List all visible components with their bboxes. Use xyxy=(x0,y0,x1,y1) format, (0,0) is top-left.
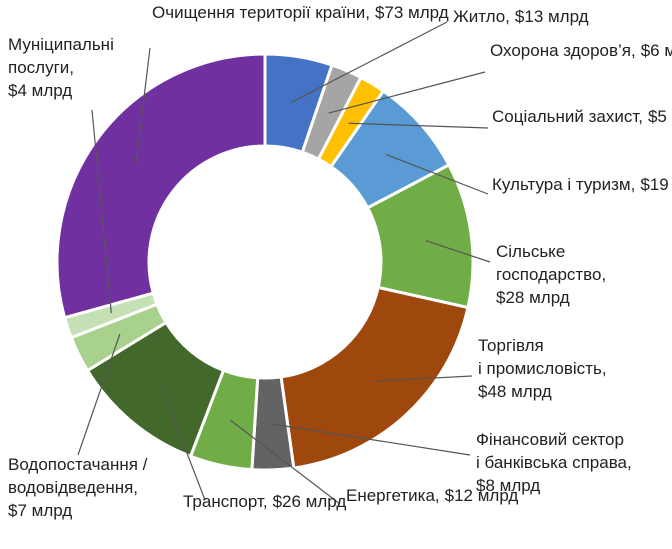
slice-label: Торгівля і промисловість, $48 млрд xyxy=(478,336,607,401)
donut-slice xyxy=(55,52,267,320)
leader-line xyxy=(374,375,473,382)
value-label: $28 млрд xyxy=(496,288,570,307)
label-line: господарство, xyxy=(496,265,606,284)
leader-line xyxy=(230,419,341,505)
label-line: і банківська справа, xyxy=(476,453,632,472)
value-label: $48 млрд xyxy=(478,382,552,401)
leader-line xyxy=(425,240,491,263)
label-line: Охорона здоров’я, xyxy=(490,41,636,60)
value-label: $8 млрд xyxy=(476,476,540,495)
slice-label: Енергетика, $12 млрд xyxy=(346,486,518,505)
value-label: $12 млрд xyxy=(445,486,519,505)
value-label: $5 млрд xyxy=(648,107,672,126)
leader-line xyxy=(135,47,151,165)
label-line: Соціальний захист, xyxy=(492,107,643,126)
slice-label: Водопостачання / водовідведення, $7 млрд xyxy=(8,455,148,520)
slice-label: Транспорт, $26 млрд xyxy=(183,492,346,511)
slice-label: Культура і туризм, $19 млрд xyxy=(492,175,672,194)
leader-line xyxy=(328,71,486,114)
label-line: і промисловість, xyxy=(478,359,607,378)
label-line: Сільське xyxy=(496,242,565,261)
slice-label: Фінансовий сектор і банківська справа, $8 … xyxy=(476,430,632,495)
slice-label: Охорона здоров’я, $6 млрд xyxy=(490,41,672,60)
slice-label: Очищення території країни, $73 млрд xyxy=(152,3,449,22)
label-line: водовідведення, xyxy=(8,478,138,497)
label-line: Культура і туризм, xyxy=(492,175,635,194)
value-label: $26 млрд xyxy=(273,492,347,511)
value-label: $13 млрд xyxy=(515,7,589,26)
label-line: Транспорт, xyxy=(183,492,268,511)
label-line: послуги, xyxy=(8,58,74,77)
leader-line xyxy=(291,21,448,103)
donut-slice xyxy=(279,285,470,470)
leader-line xyxy=(160,386,206,501)
value-label: $19 млрд xyxy=(640,175,672,194)
leader-line xyxy=(271,423,471,456)
value-label: $4 млрд xyxy=(8,81,72,100)
leader-line xyxy=(348,122,489,129)
slice-label: Сільське господарство, $28 млрд xyxy=(496,242,606,307)
label-line: Муніципальні xyxy=(8,35,114,54)
label-line: Водопостачання / xyxy=(8,455,148,474)
label-line: Фінансовий сектор xyxy=(476,430,624,449)
value-label: $6 млрд xyxy=(641,41,672,60)
leader-line xyxy=(77,333,121,456)
label-line: Очищення території країни, xyxy=(152,3,370,22)
label-line: Житло, xyxy=(453,7,510,26)
value-label: $73 млрд xyxy=(375,3,449,22)
slice-label: Муніципальні послуги, $4 млрд xyxy=(8,35,114,100)
value-label: $7 млрд xyxy=(8,501,72,520)
label-line: Торгівля xyxy=(478,336,544,355)
leader-line xyxy=(91,109,112,314)
leader-line xyxy=(385,153,489,195)
label-line: Енергетика, xyxy=(346,486,440,505)
slice-label: Житло, $13 млрд xyxy=(453,7,589,26)
slice-label: Соціальний захист, $5 млрд xyxy=(492,107,672,126)
